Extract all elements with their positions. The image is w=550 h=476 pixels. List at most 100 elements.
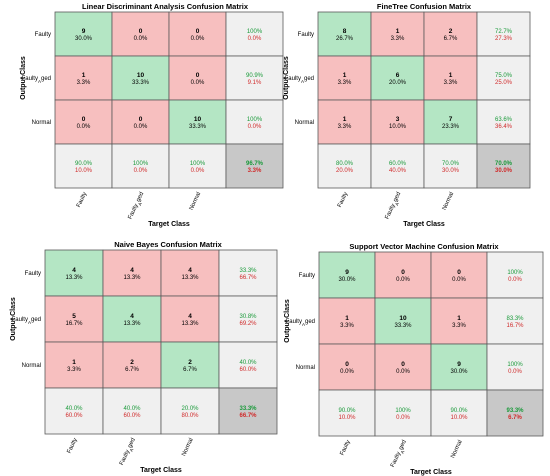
- cell-count: 4: [188, 267, 192, 274]
- matrix-cell: [111, 11, 170, 57]
- cell-percent: 3.3%: [452, 323, 466, 329]
- cell-count: 0: [139, 116, 143, 123]
- matrix-cell: [423, 11, 478, 57]
- y-tick-label: Normal: [22, 363, 41, 369]
- overall-error: 6.7%: [508, 415, 522, 421]
- row-error: 9.1%: [248, 80, 262, 86]
- y-tick-label: FaultyAged: [22, 76, 51, 84]
- matrix-cell: [317, 143, 372, 189]
- matrix-cell: [225, 11, 284, 57]
- cell-percent: 3.3%: [338, 80, 352, 86]
- y-tick-label: FaultyAged: [285, 76, 314, 84]
- cell-count: 4: [72, 267, 76, 274]
- cell-count: 9: [457, 361, 461, 368]
- matrix-cell: [225, 99, 284, 145]
- col-error: 0.0%: [191, 168, 205, 174]
- row-error: 27.3%: [495, 36, 513, 42]
- matrix-cell: [374, 343, 432, 391]
- cell-percent: 3.3%: [340, 323, 354, 329]
- x-axis-title: Target Class: [403, 221, 445, 228]
- col-error: 0.0%: [134, 168, 148, 174]
- row-precision: 83.3%: [506, 316, 524, 322]
- y-axis-title: Output Class: [283, 56, 290, 100]
- matrix-cell: [430, 389, 488, 437]
- matrix-cell: [218, 295, 278, 343]
- cell-percent: 0.0%: [396, 277, 410, 283]
- cell-count: 0: [401, 269, 405, 276]
- cell-count: 1: [345, 315, 349, 322]
- chart-title: Support Vector Machine Confusion Matrix: [349, 242, 499, 251]
- cell-count: 3: [396, 116, 400, 123]
- cell-count: 4: [130, 313, 134, 320]
- matrix-cell: [374, 389, 432, 437]
- row-precision: 100%: [247, 29, 263, 35]
- cell-percent: 0.0%: [134, 124, 148, 130]
- y-tick-label: FaultyAged: [12, 317, 41, 325]
- chart-title: Naive Bayes Confusion Matrix: [114, 240, 222, 249]
- cell-count: 2: [188, 359, 192, 366]
- row-precision: 90.9%: [246, 73, 264, 79]
- cell-percent: 3.3%: [77, 80, 91, 86]
- row-error: 36.4%: [495, 124, 513, 130]
- cell-count: 10: [399, 315, 407, 322]
- row-error: 0.0%: [248, 36, 262, 42]
- matrix-cell: [476, 99, 531, 145]
- cell-count: 0: [139, 28, 143, 35]
- cell-percent: 13.3%: [123, 275, 141, 281]
- row-precision: 30.8%: [239, 314, 257, 320]
- row-precision: 40.0%: [239, 360, 257, 366]
- cell-count: 5: [72, 313, 76, 320]
- matrix-cell: [476, 143, 531, 189]
- matrix-cell: [476, 55, 531, 101]
- col-recall: 90.0%: [75, 161, 93, 167]
- cell-percent: 13.3%: [181, 275, 199, 281]
- matrix-cell: [423, 99, 478, 145]
- y-axis-title: Output Class: [10, 297, 17, 341]
- col-recall: 20.0%: [181, 406, 199, 412]
- row-error: 25.0%: [495, 80, 513, 86]
- matrix-cell: [374, 251, 432, 299]
- col-error: 30.0%: [442, 168, 460, 174]
- cell-percent: 30.0%: [338, 277, 356, 283]
- y-tick-label: Normal: [32, 120, 51, 126]
- row-precision: 100%: [247, 117, 263, 123]
- x-tick-label: FaultyAged: [384, 191, 403, 221]
- cell-percent: 26.7%: [336, 36, 354, 42]
- matrix-cell: [318, 389, 376, 437]
- cell-percent: 0.0%: [191, 36, 205, 42]
- cell-count: 1: [82, 72, 86, 79]
- cell-count: 0: [82, 116, 86, 123]
- cell-count: 4: [130, 267, 134, 274]
- row-precision: 100%: [507, 362, 523, 368]
- cell-percent: 33.3%: [132, 80, 150, 86]
- col-error: 10.0%: [338, 415, 356, 421]
- x-tick-label: Normal: [189, 191, 203, 211]
- x-tick-label: Faulty: [337, 191, 349, 208]
- cell-percent: 0.0%: [191, 80, 205, 86]
- cell-percent: 10.0%: [389, 124, 407, 130]
- matrix-cell: [44, 249, 104, 297]
- overall-error: 66.7%: [239, 413, 257, 419]
- y-tick-label: Faulty: [299, 273, 315, 279]
- cell-percent: 20.0%: [389, 80, 407, 86]
- y-tick-label: Faulty: [35, 32, 51, 38]
- row-error: 66.7%: [239, 275, 257, 281]
- x-tick-label: Faulty: [339, 439, 351, 456]
- col-error: 60.0%: [65, 413, 83, 419]
- y-axis-title: Output Class: [20, 56, 27, 100]
- confusion-matrix-panel-4: Support Vector Machine Confusion Matrix 9…: [284, 242, 544, 476]
- overall-error: 3.3%: [248, 168, 262, 174]
- y-tick-label: Normal: [295, 120, 314, 126]
- cell-percent: 33.3%: [189, 124, 207, 130]
- cell-count: 0: [196, 28, 200, 35]
- y-tick-label: FaultyAged: [286, 319, 315, 327]
- row-error: 69.2%: [239, 321, 257, 327]
- cell-count: 1: [72, 359, 76, 366]
- col-recall: 40.0%: [65, 406, 83, 412]
- col-recall: 90.0%: [338, 408, 356, 414]
- cell-count: 2: [130, 359, 134, 366]
- overall-accuracy: 70.0%: [495, 161, 513, 167]
- cell-percent: 23.3%: [442, 124, 460, 130]
- cell-percent: 0.0%: [452, 277, 466, 283]
- col-recall: 100%: [190, 161, 206, 167]
